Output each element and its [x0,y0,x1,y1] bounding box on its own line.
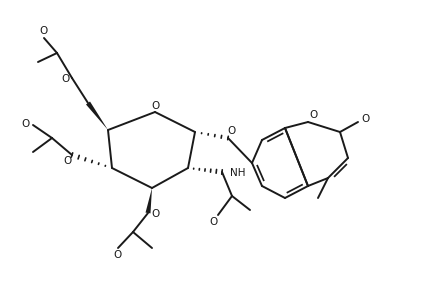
Text: O: O [61,74,69,84]
Text: O: O [209,217,217,227]
Text: O: O [361,114,369,124]
Polygon shape [146,188,152,213]
Text: O: O [152,101,160,111]
Text: O: O [22,119,30,129]
Text: O: O [309,110,317,120]
Text: O: O [227,126,235,136]
Text: O: O [113,250,121,260]
Text: O: O [152,209,160,219]
Text: NH: NH [230,168,245,178]
Text: O: O [39,26,47,36]
Polygon shape [86,102,108,130]
Text: O: O [63,156,71,166]
